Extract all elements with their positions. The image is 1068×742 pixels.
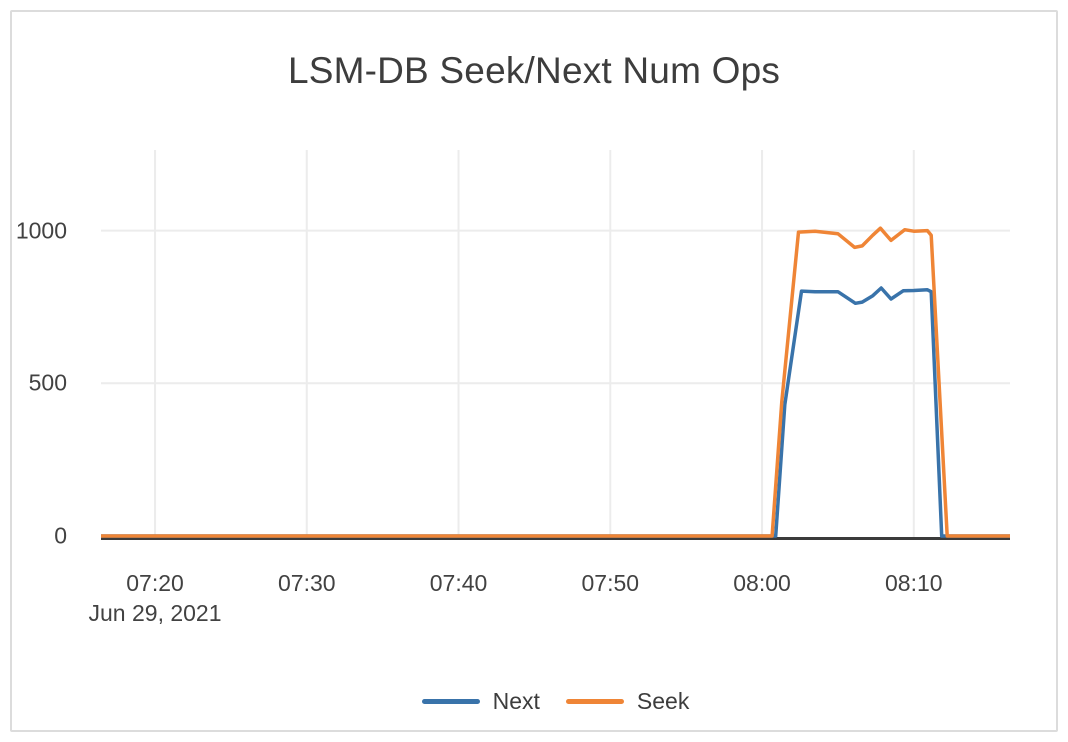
x-axis-date-label: Jun 29, 2021	[88, 600, 222, 626]
y-tick-label: 0	[54, 522, 67, 549]
x-tick-label: 07:40	[429, 570, 488, 596]
x-tick-label: 08:00	[733, 570, 791, 596]
legend-line-swatch	[565, 699, 624, 704]
chart-title: LSM-DB Seek/Next Num Ops	[287, 50, 781, 91]
legend-label: Next	[492, 688, 540, 714]
legend-item-next[interactable]: Next	[421, 688, 540, 715]
x-tick-label: 08:10	[885, 570, 943, 596]
legend: Next Seek	[101, 688, 1010, 715]
x-tick-label: 07:50	[581, 570, 640, 596]
y-tick-label: 1000	[15, 217, 67, 244]
series-line-next	[101, 286, 1010, 538]
y-tick-label: 500	[28, 369, 67, 396]
chart-card-frame	[10, 10, 1058, 732]
series-line-seek	[101, 226, 1010, 538]
x-tick-label: 07:20	[126, 570, 184, 596]
x-tick-label: 07:30	[277, 570, 336, 596]
legend-label: Seek	[636, 688, 690, 714]
legend-item-seek[interactable]: Seek	[565, 688, 690, 715]
legend-line-swatch	[421, 699, 480, 704]
